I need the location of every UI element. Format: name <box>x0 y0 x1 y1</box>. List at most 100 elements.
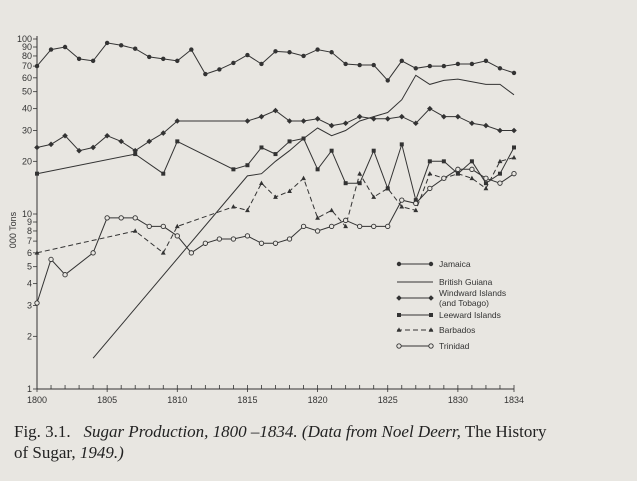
data-point <box>413 66 418 71</box>
data-point <box>469 166 475 172</box>
legend-marker <box>428 261 434 267</box>
legend-marker <box>396 295 402 301</box>
data-point <box>217 67 222 72</box>
data-point <box>427 159 432 164</box>
data-point <box>62 132 68 139</box>
data-point <box>413 207 419 213</box>
data-point <box>469 175 475 181</box>
data-point <box>314 228 321 234</box>
data-point <box>315 215 320 220</box>
series-5 <box>34 166 517 306</box>
data-point <box>343 181 348 186</box>
data-point <box>301 136 306 141</box>
data-point <box>161 171 166 176</box>
data-point <box>511 155 517 160</box>
y-tick-label: 100 <box>17 34 32 44</box>
data-point <box>329 207 335 213</box>
data-point <box>370 115 377 122</box>
data-point <box>259 145 264 150</box>
y-tick-label: 7 <box>27 236 32 246</box>
series-line <box>36 157 515 254</box>
series-line <box>36 137 515 202</box>
data-point <box>258 240 265 246</box>
data-point <box>455 166 461 172</box>
data-point <box>300 118 307 124</box>
data-point <box>273 194 278 199</box>
data-point <box>132 228 138 233</box>
legend-label: British Guiana <box>439 277 493 287</box>
data-point <box>188 250 194 256</box>
data-point <box>399 204 405 209</box>
y-tick-label: 6 <box>27 248 32 258</box>
y-tick-label: 8 <box>27 226 32 236</box>
data-point <box>160 250 166 255</box>
data-point <box>230 236 237 242</box>
data-point <box>399 58 404 64</box>
y-tick-label: 60 <box>22 73 32 83</box>
data-point <box>314 115 321 122</box>
data-point <box>455 171 461 176</box>
legend-label: Trinidad <box>439 341 470 351</box>
data-point <box>189 47 194 52</box>
data-point <box>329 148 334 153</box>
y-tick-label: 70 <box>22 61 32 71</box>
data-point <box>441 159 446 164</box>
data-point <box>216 236 223 242</box>
data-point <box>385 78 390 83</box>
data-point <box>343 223 349 229</box>
data-point <box>272 240 279 246</box>
data-point <box>469 120 475 127</box>
legend-marker <box>428 343 434 349</box>
legend-marker <box>429 313 433 317</box>
y-tick-label: 4 <box>27 279 32 289</box>
data-point <box>62 44 68 50</box>
data-point <box>90 144 96 151</box>
legend-label: Barbados <box>439 325 475 335</box>
figure-label: Fig. 3.1. <box>14 422 71 441</box>
data-point <box>258 113 265 120</box>
data-point <box>483 185 489 191</box>
data-point <box>315 167 320 172</box>
series-0 <box>34 40 517 83</box>
caption-book-title: The History <box>460 422 547 441</box>
data-point <box>231 204 236 209</box>
data-point <box>412 120 419 127</box>
data-point <box>146 138 153 145</box>
y-tick-label: 5 <box>27 262 32 272</box>
data-point <box>245 163 250 168</box>
legend-marker <box>428 327 434 332</box>
data-point <box>511 127 517 134</box>
legend-label: Leeward Islands <box>439 310 501 320</box>
data-point <box>384 115 391 122</box>
data-point <box>441 113 447 120</box>
data-point <box>385 223 391 230</box>
data-point <box>118 43 124 48</box>
data-point <box>399 142 404 147</box>
data-point <box>343 61 348 67</box>
data-point <box>245 207 250 213</box>
data-point <box>286 236 293 242</box>
data-point <box>259 180 264 185</box>
y-tick-label: 40 <box>22 104 32 114</box>
caption-year: 1949.) <box>75 443 124 462</box>
data-point <box>441 175 447 181</box>
y-tick-label: 50 <box>22 87 32 97</box>
data-point <box>104 215 110 221</box>
data-point <box>371 223 377 230</box>
data-point <box>483 175 489 181</box>
data-point <box>231 60 236 66</box>
data-point <box>427 171 433 176</box>
data-point <box>104 40 110 46</box>
data-point <box>34 144 40 151</box>
data-point <box>357 181 362 186</box>
data-point <box>497 127 503 134</box>
data-point <box>455 113 461 120</box>
legend-marker <box>396 261 402 267</box>
data-point <box>118 215 124 221</box>
data-point <box>287 139 292 144</box>
y-tick-label: 10 <box>22 209 32 219</box>
x-tick-label: 1815 <box>237 395 257 405</box>
data-point <box>441 63 447 69</box>
x-tick-label: 1825 <box>378 395 398 405</box>
y-tick-label: 30 <box>22 126 32 136</box>
